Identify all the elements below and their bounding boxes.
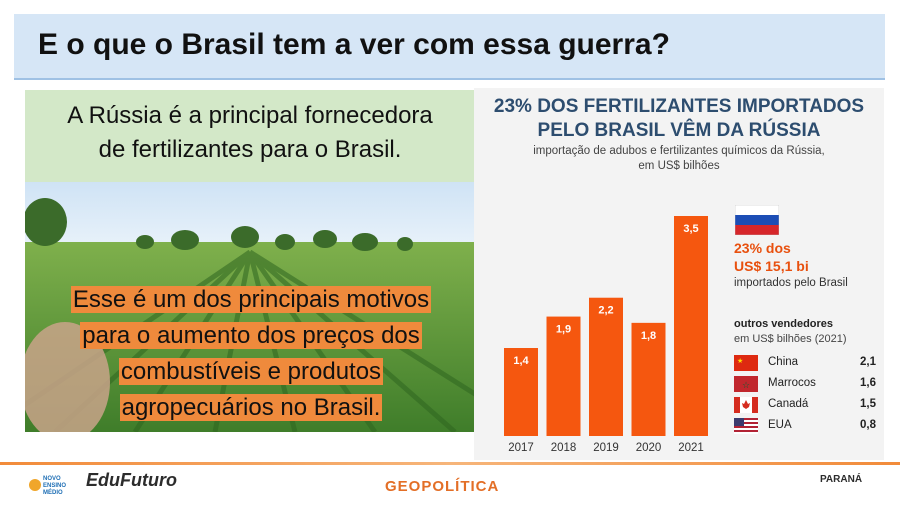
seller-name: Marrocos [768, 377, 816, 389]
bar-2020 [631, 322, 666, 436]
slide-title: E o que o Brasil tem a ver com essa guer… [38, 28, 670, 61]
usa-flag-icon [734, 418, 758, 434]
other-sellers-title: outros vendedores [734, 318, 834, 330]
russia-share-line-2: US$ 15,1 bi [734, 258, 809, 274]
seller-row-morocco: ☆ Marrocos 1,6 [734, 375, 876, 393]
bar-value-label: 2,2 [598, 305, 613, 317]
bar-value-label: 1,8 [641, 330, 656, 342]
x-tick-label: 2021 [678, 442, 704, 454]
bar-2021 [674, 216, 708, 436]
x-tick-label: 2018 [551, 442, 577, 454]
other-sellers-subtitle: em US$ bilhões (2021) [734, 333, 847, 345]
infographic-title-line-2: PELO BRASIL VÊM DA RÚSSIA [537, 120, 821, 141]
edufuturo-logo: EduFuturo [86, 470, 177, 490]
seller-row-usa: EUA 0,8 [734, 417, 876, 435]
russia-flag-icon [735, 205, 779, 235]
seller-value: 2,1 [860, 356, 876, 368]
bar-value-label: 1,4 [513, 355, 529, 367]
svg-text:☆: ☆ [742, 381, 750, 391]
canada-flag-icon [734, 397, 758, 413]
footer-divider [0, 462, 900, 465]
title-bar: E o que o Brasil tem a ver com essa guer… [14, 14, 885, 80]
seller-name: EUA [768, 419, 792, 431]
novo-ensino-medio-logo-icon: NOVO ENSINO MÉDIO [29, 476, 66, 496]
svg-text:ENSINO: ENSINO [43, 483, 66, 489]
bar-2017 [504, 348, 538, 436]
seller-name: Canadá [768, 398, 809, 410]
parana-logo: PARANÁ [820, 474, 863, 485]
x-tick-label: 2017 [508, 442, 534, 454]
consequence-line-2: para o aumento dos preços dos [80, 322, 422, 349]
infographic-subtitle-line-1: importação de adubos e fertilizantes quí… [533, 145, 825, 157]
russia-share-line-3: importados pelo Brasil [734, 277, 848, 289]
morocco-flag-icon: ☆ [734, 376, 758, 392]
fertilizer-infographic: 23% DOS FERTILIZANTES IMPORTADOS PELO BR… [474, 88, 884, 460]
svg-text:★: ★ [737, 357, 743, 365]
key-fact-line-2: de fertilizantes para o Brasil. [98, 136, 402, 163]
russia-share-line-1: 23% dos [734, 240, 791, 256]
bar-value-label: 3,5 [683, 223, 698, 235]
svg-text:NOVO: NOVO [43, 476, 61, 482]
seller-value: 0,8 [860, 419, 876, 431]
key-fact-box: A Rússia é a principal fornecedora de fe… [25, 90, 475, 182]
bar-chart: 1,4 2017 1,9 2018 2,2 2019 1,8 2020 3,5 2021 [504, 216, 708, 454]
key-fact-line-1: A Rússia é a principal fornecedora [67, 102, 433, 129]
bar-2018 [546, 316, 581, 436]
china-flag-icon: ★ [734, 355, 758, 371]
consequence-line-4: agropecuários no Brasil. [119, 394, 383, 421]
svg-text:MÉDIO: MÉDIO [43, 488, 63, 496]
seller-value: 1,5 [860, 398, 876, 410]
bar-2019 [589, 297, 623, 436]
seller-value: 1,6 [860, 377, 876, 389]
x-tick-label: 2019 [593, 442, 619, 454]
bar-value-label: 1,9 [556, 324, 571, 336]
novo-ensino-medio-logo: NOVO ENSINO MÉDIO [28, 472, 68, 498]
x-tick-label: 2020 [636, 442, 662, 454]
consequence-text: Esse é um dos principais motivos para o … [48, 282, 454, 426]
seller-name: China [768, 356, 799, 368]
seller-row-china: ★ China 2,1 [734, 354, 876, 372]
consequence-line-1: Esse é um dos principais motivos [70, 286, 432, 313]
seller-row-canada: Canadá 1,5 [734, 396, 876, 414]
footer-subject-label: GEOPOLÍTICA [385, 478, 500, 495]
consequence-line-3: combustíveis e produtos [118, 358, 384, 385]
infographic-subtitle-line-2: em US$ bilhões [638, 160, 720, 172]
infographic-title-line-1: 23% DOS FERTILIZANTES IMPORTADOS [493, 96, 865, 117]
